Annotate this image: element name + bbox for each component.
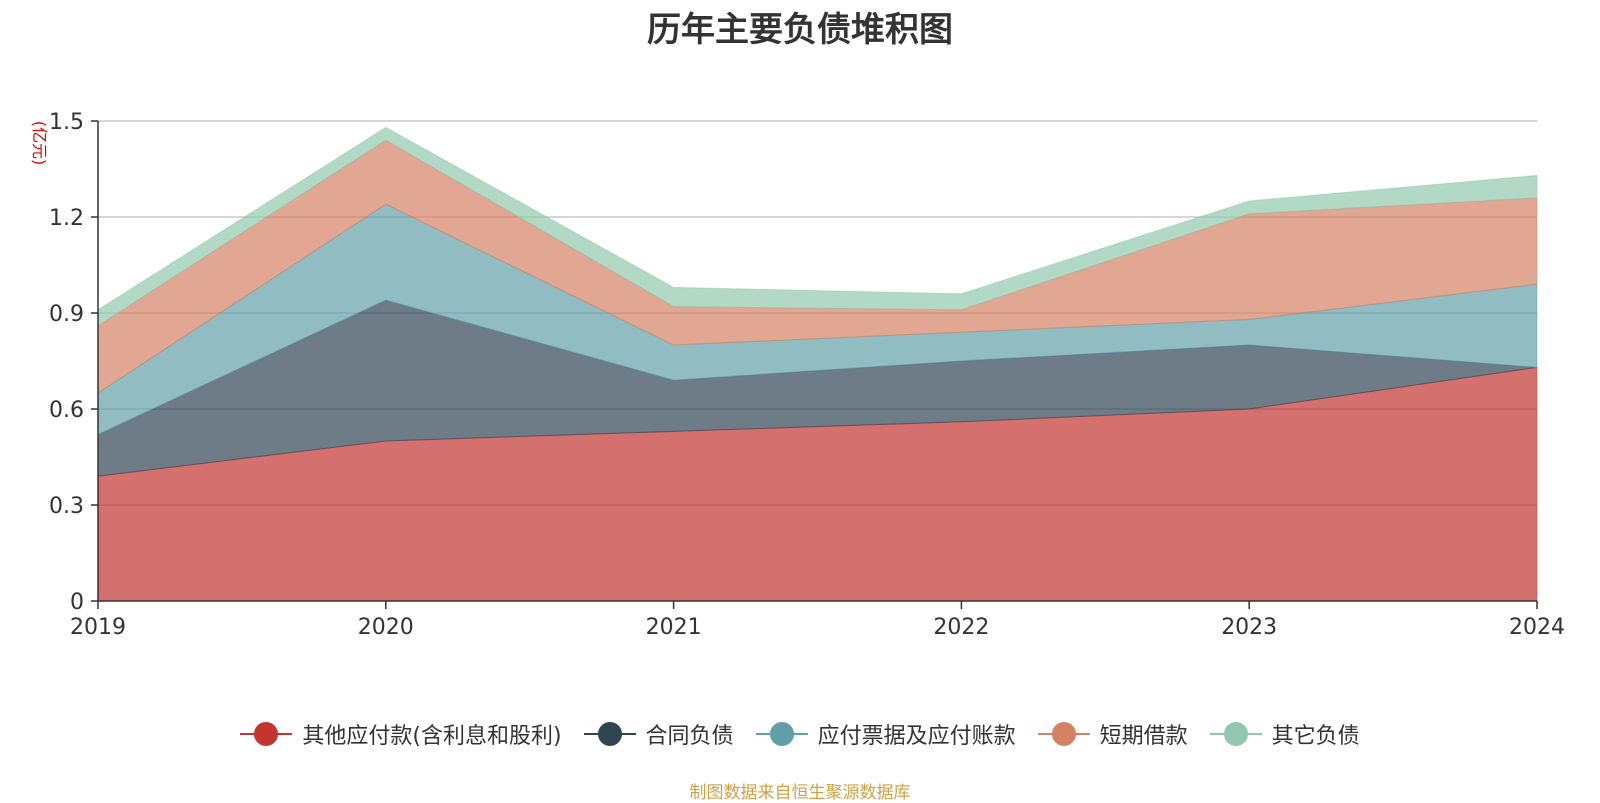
legend-label: 其他应付款(含利息和股利) [302,724,562,749]
legend-item[interactable]: 应付票据及应付账款 [755,718,1016,750]
y-tick-label: 0.6 [49,398,84,423]
chart-title: 历年主要负债堆积图 [647,10,953,50]
legend-item[interactable]: 短期借款 [1037,718,1188,750]
source-note: 制图数据来自恒生聚源数据库 [689,783,911,803]
x-tick-label: 2023 [1221,615,1277,640]
y-tick-label: 0.3 [49,494,84,519]
y-tick-label: 1.5 [49,110,84,135]
x-tick-label: 2020 [358,615,414,640]
legend-marker-icon [1037,722,1090,746]
legend-label: 短期借款 [1099,724,1188,749]
x-tick-label: 2021 [646,615,702,640]
legend-item[interactable]: 其他应付款(含利息和股利) [240,718,562,750]
axes: 0 0.3 0.6 0.9 1.2 1.5 2019 2020 2021 2022 2023 2024 [49,110,1565,640]
y-tick-label: 0 [70,590,84,615]
legend-label: 其它负债 [1271,724,1360,749]
x-tick-label: 2024 [1509,615,1565,640]
legend-item[interactable]: 合同负债 [583,718,734,750]
x-tick-label: 2022 [933,615,989,640]
legend-marker-icon [240,722,293,746]
y-tick-label: 1.2 [49,206,84,231]
x-tick-label: 2019 [70,615,126,640]
legend-marker-icon [755,722,808,746]
legend-label: 合同负债 [645,724,734,749]
legend: 其他应付款(含利息和股利) 合同负债 应付票据及应付账款 短期借款 其它负债 [0,718,1600,750]
legend-item[interactable]: 其它负债 [1209,718,1360,750]
y-tick-label: 0.9 [49,302,84,327]
legend-marker-icon [583,722,636,746]
area-series: 其它负债 [97,126,1538,327]
legend-marker-icon [1209,722,1262,746]
y-axis-unit-label: (亿元) [30,121,49,166]
legend-label: 应付票据及应付账款 [817,724,1016,749]
